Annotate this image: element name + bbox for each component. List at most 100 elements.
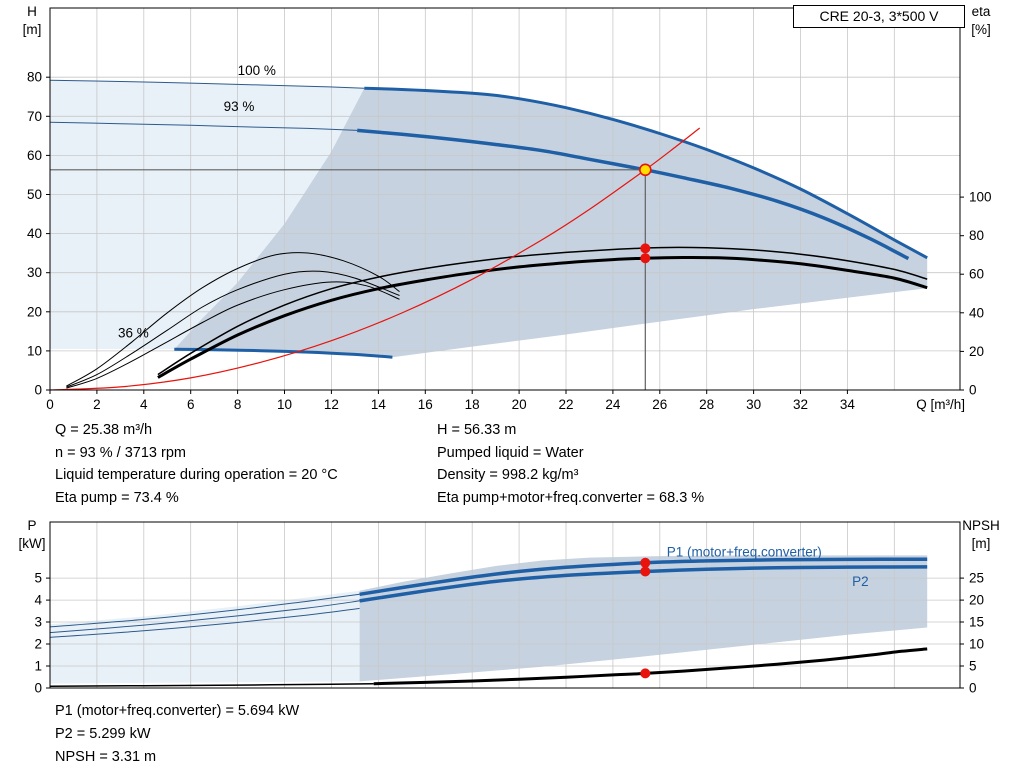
p1-point bbox=[640, 557, 651, 568]
x-tick-label: 34 bbox=[840, 397, 856, 412]
info-p1: P1 (motor+freq.converter) = 5.694 kW bbox=[55, 703, 300, 719]
area-allowed-range bbox=[50, 80, 365, 350]
left-tick-label: 0 bbox=[34, 681, 42, 696]
power-info-block: P1 (motor+freq.converter) = 5.694 kW P2 … bbox=[55, 700, 299, 769]
right-tick-label: 10 bbox=[969, 637, 984, 652]
x-tick-label: 10 bbox=[277, 397, 292, 412]
info-liquid-temperature: Liquid temperature during operation = 20… bbox=[55, 467, 338, 484]
x-tick-label: 12 bbox=[324, 397, 339, 412]
duty-info-right: H = 56.33 m Pumped liquid = Water Densit… bbox=[437, 419, 704, 509]
x-tick-label: 14 bbox=[371, 397, 387, 412]
curve-93pct-head-thin bbox=[49, 121, 358, 131]
area-power-allowed bbox=[50, 590, 360, 684]
area-power-operating bbox=[359, 555, 928, 682]
right-tick-label: 60 bbox=[969, 267, 984, 282]
eta-arc-reduced-speed-1 bbox=[66, 252, 400, 387]
p-curve-thin-3 bbox=[49, 607, 360, 638]
x-tick-label: 26 bbox=[652, 397, 667, 412]
x-tick-label: 8 bbox=[234, 397, 242, 412]
left-axis-label: P bbox=[27, 518, 36, 533]
chart-border bbox=[49, 521, 961, 689]
eta-total-point bbox=[640, 253, 651, 264]
right-tick-label: 15 bbox=[969, 615, 984, 630]
eta-pump-point bbox=[640, 243, 651, 254]
pump-model-box: CRE 20-3, 3*500 V bbox=[793, 5, 965, 28]
info-eta-total: Eta pump+motor+freq.converter = 68.3 % bbox=[437, 489, 705, 506]
eta-arc-reduced-speed-2 bbox=[66, 270, 400, 388]
duty-info-left: Q = 25.38 m³/h n = 93 % / 3713 rpm Liqui… bbox=[55, 419, 338, 509]
left-tick-label: 2 bbox=[34, 637, 42, 652]
p-curve-thin-1 bbox=[49, 593, 360, 628]
right-tick-label: 20 bbox=[969, 344, 984, 359]
x-tick-label: 30 bbox=[746, 397, 761, 412]
right-tick-label: 40 bbox=[969, 305, 984, 320]
eta-total-curve bbox=[157, 255, 928, 379]
npsh-curve bbox=[373, 647, 928, 686]
left-tick-label: 80 bbox=[27, 70, 42, 85]
x-tick-label: 18 bbox=[465, 397, 480, 412]
x-tick-label: 28 bbox=[699, 397, 714, 412]
curve-label: 93 % bbox=[224, 99, 255, 114]
left-tick-label: 70 bbox=[27, 109, 42, 124]
left-tick-label: 0 bbox=[34, 383, 42, 398]
right-axis-label: NPSH bbox=[962, 518, 1000, 533]
curve-label: 36 % bbox=[118, 326, 149, 341]
left-tick-label: 1 bbox=[34, 659, 42, 674]
x-tick-label: 6 bbox=[187, 397, 195, 412]
eta-arc-reduced-speed-3 bbox=[66, 281, 400, 389]
left-tick-label: 5 bbox=[34, 571, 42, 586]
curve-label: P1 (motor+freq.converter) bbox=[667, 545, 822, 560]
p2-point bbox=[640, 566, 651, 577]
left-tick-label: 3 bbox=[34, 615, 42, 630]
info-p2: P2 = 5.299 kW bbox=[55, 726, 151, 742]
x-tick-label: 24 bbox=[605, 397, 621, 412]
duty-point[interactable] bbox=[638, 163, 652, 177]
chart-border bbox=[49, 7, 961, 391]
right-tick-label: 20 bbox=[969, 593, 984, 608]
info-eta-pump: Eta pump = 73.4 % bbox=[55, 489, 179, 506]
left-tick-label: 20 bbox=[27, 304, 42, 319]
x-tick-label: 20 bbox=[512, 397, 527, 412]
info-pumped-liquid: Pumped liquid = Water bbox=[437, 444, 584, 461]
pump-model-label: CRE 20-3, 3*500 V bbox=[819, 8, 939, 24]
npsh-curve-thin bbox=[49, 682, 374, 687]
x-tick-label: 4 bbox=[140, 397, 148, 412]
left-axis-unit: [m] bbox=[23, 22, 42, 37]
right-tick-label: 80 bbox=[969, 228, 984, 243]
right-tick-label: 25 bbox=[969, 571, 984, 586]
right-tick-label: 100 bbox=[969, 190, 992, 205]
right-axis-unit: [%] bbox=[971, 22, 991, 37]
info-head: H = 56.33 m bbox=[437, 422, 517, 438]
x-tick-label: 2 bbox=[93, 397, 101, 412]
curve-100pct-head-thin bbox=[49, 79, 365, 89]
x-tick-label: 16 bbox=[418, 397, 433, 412]
right-axis-label: eta bbox=[972, 4, 991, 19]
left-tick-label: 40 bbox=[27, 226, 42, 241]
info-npsh: NPSH = 3.31 m bbox=[55, 749, 157, 765]
left-tick-label: 10 bbox=[27, 343, 42, 358]
p-curve-thin-2 bbox=[49, 600, 360, 634]
x-tick-label: 0 bbox=[46, 397, 54, 412]
curve-label: P2 bbox=[852, 574, 869, 589]
left-tick-label: 4 bbox=[34, 593, 42, 608]
info-flow: Q = 25.38 m³/h bbox=[55, 422, 153, 438]
x-axis-label: Q [m³/h] bbox=[916, 397, 965, 412]
right-axis-unit: [m] bbox=[972, 536, 991, 551]
x-tick-label: 22 bbox=[558, 397, 573, 412]
right-tick-label: 0 bbox=[969, 681, 977, 696]
left-tick-label: 60 bbox=[27, 148, 42, 163]
info-speed: n = 93 % / 3713 rpm bbox=[55, 444, 186, 461]
left-axis-unit: [kW] bbox=[19, 536, 46, 551]
npsh-point bbox=[640, 668, 651, 679]
right-tick-label: 0 bbox=[969, 383, 977, 398]
left-tick-label: 30 bbox=[27, 265, 42, 280]
curve-label: 100 % bbox=[238, 63, 276, 78]
left-axis-label: H bbox=[27, 4, 37, 19]
x-tick-label: 32 bbox=[793, 397, 808, 412]
eta-pump-curve bbox=[157, 246, 928, 376]
right-tick-label: 5 bbox=[969, 659, 977, 674]
left-tick-label: 50 bbox=[27, 187, 42, 202]
curve-100pct-head bbox=[364, 86, 928, 260]
